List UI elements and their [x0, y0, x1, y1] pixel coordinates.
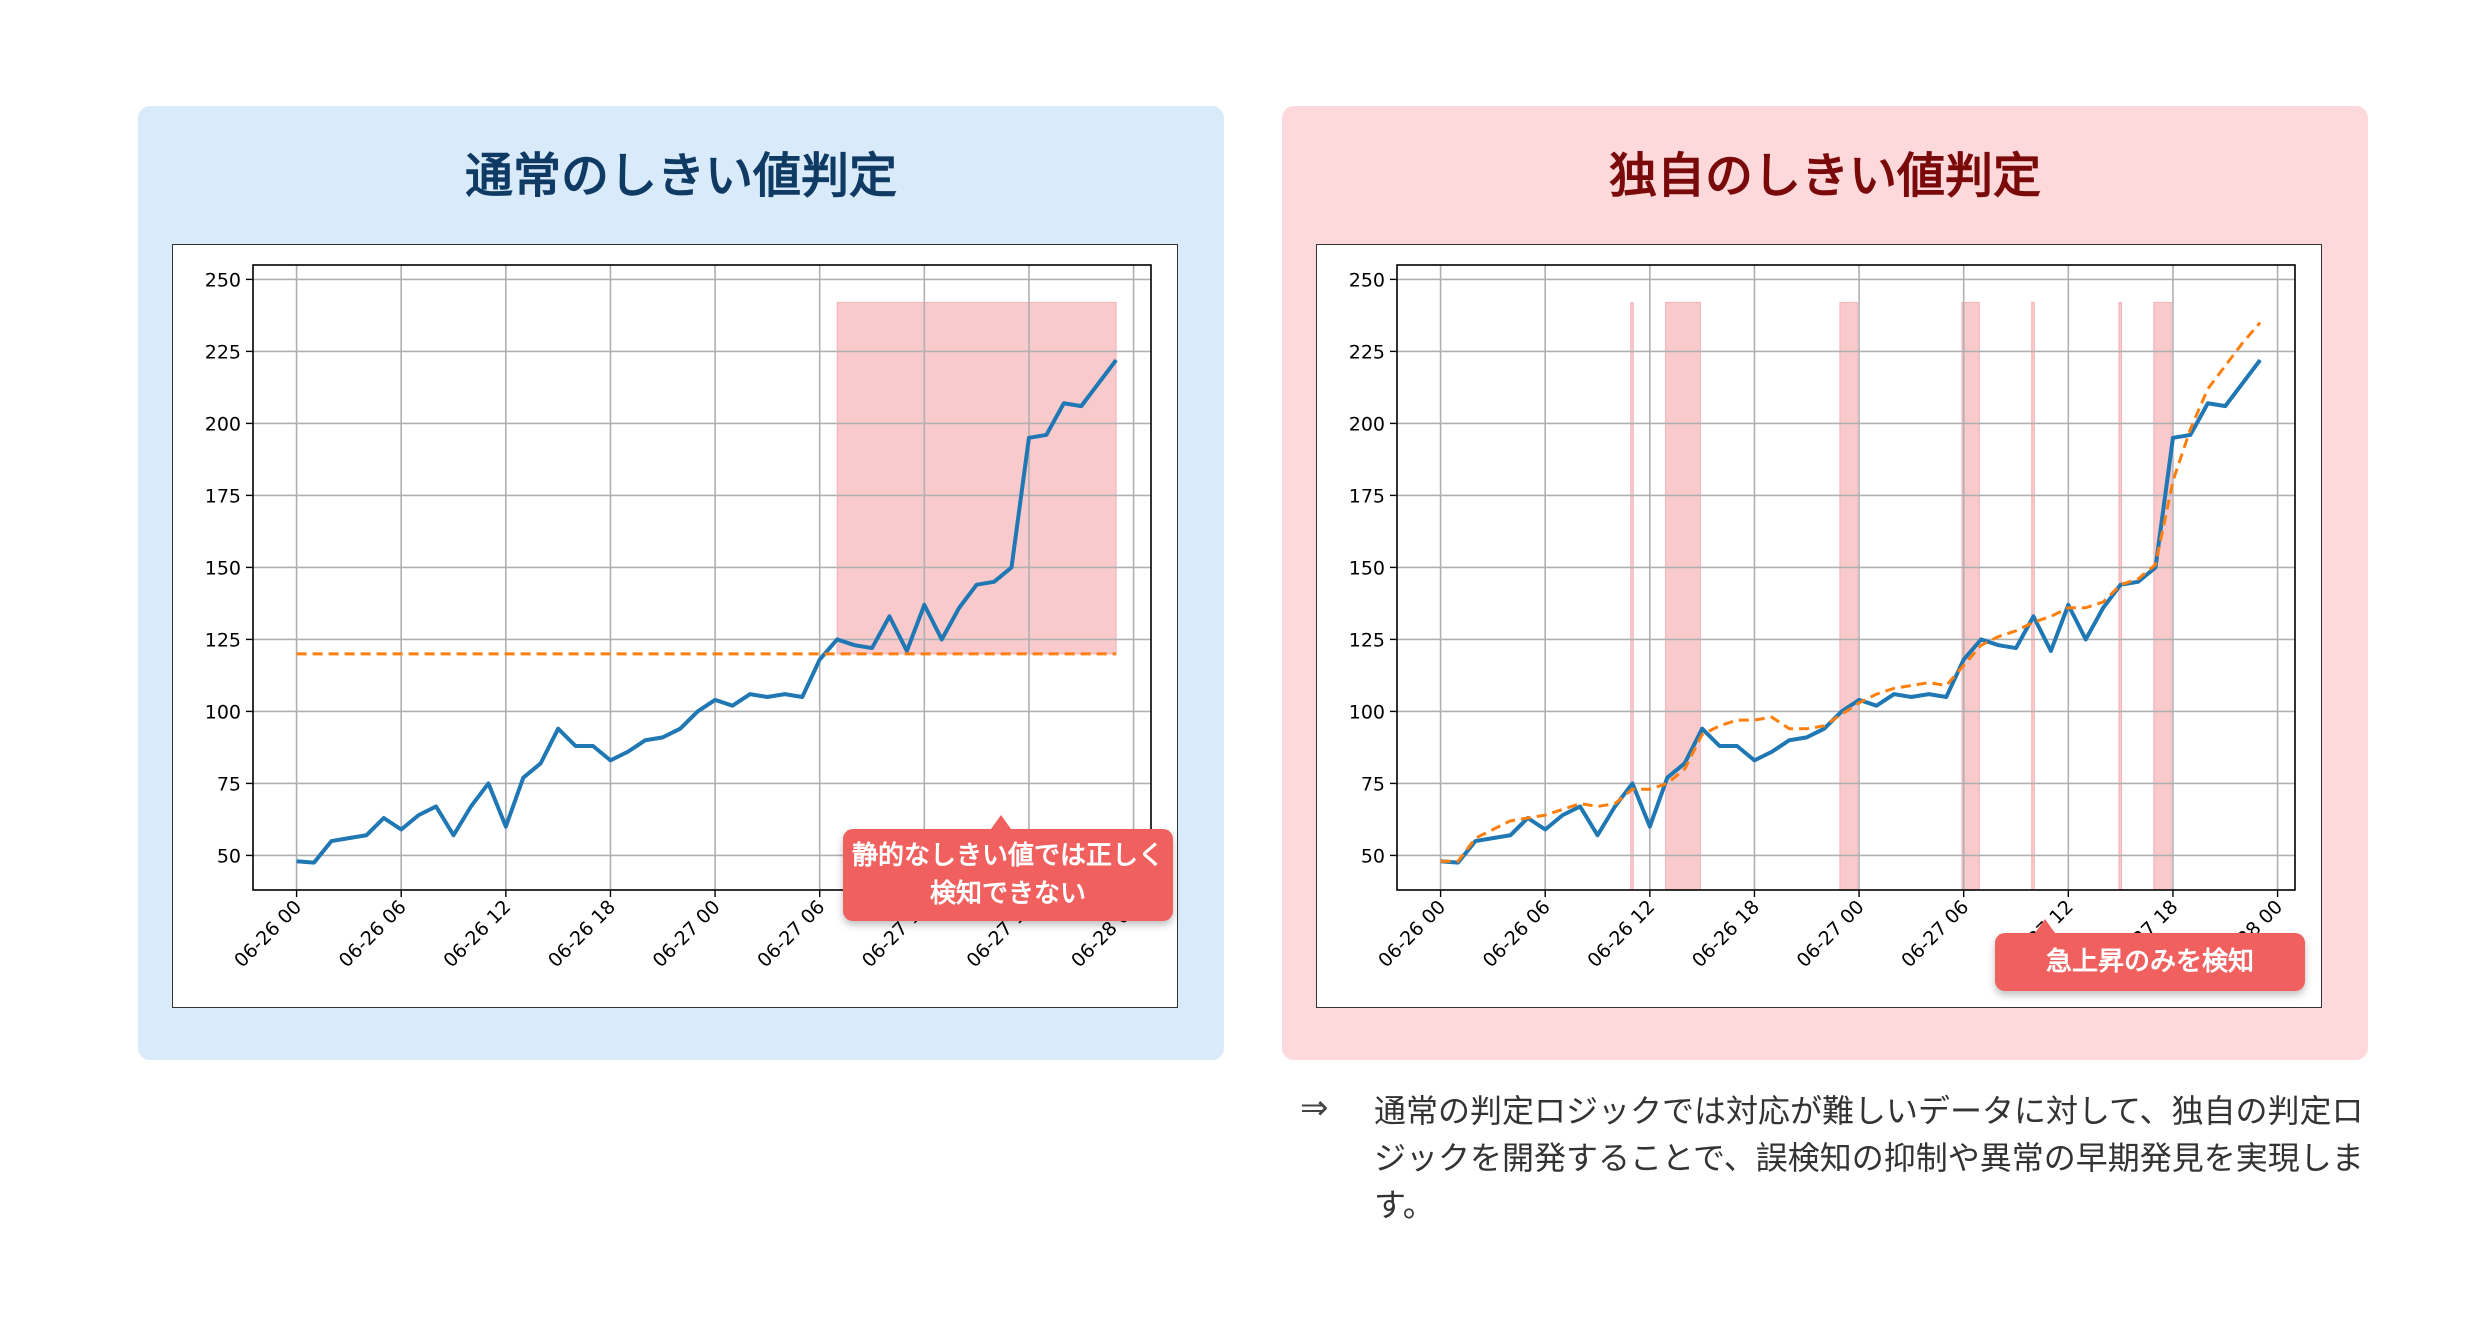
y-tick-label: 175 [205, 485, 241, 507]
highlight-span [1961, 301, 1980, 891]
x-tick-label: 06-26 00 [230, 896, 306, 972]
y-tick-label: 175 [1349, 485, 1385, 507]
x-tick-label: 06-27 00 [1793, 896, 1869, 972]
adaptive-threshold-line [1440, 321, 2262, 863]
x-tick-label: 06-27 06 [753, 896, 829, 972]
y-tick-label: 125 [205, 629, 241, 651]
panel-title: 通常のしきい値判定 [464, 148, 897, 204]
panel-custom-threshold: 独自のしきい値判定 50 75 100 125 150 175 200 225 250 06-26… [1282, 106, 2368, 1060]
x-tick-label: 06-26 12 [439, 896, 515, 972]
highlight-span [2118, 301, 2123, 891]
y-tick-label: 250 [205, 269, 241, 291]
highlight-span [2153, 301, 2172, 891]
y-tick-label: 100 [1349, 701, 1385, 723]
x-tick-label: 06-26 12 [1583, 896, 1659, 972]
series-line [296, 358, 1118, 865]
y-tick-label: 150 [1349, 557, 1385, 579]
callout-spike-detection: 急上昇のみを検知 [1995, 919, 2305, 991]
x-tick-label: 06-26 18 [1688, 896, 1764, 972]
y-tick-label: 75 [1361, 773, 1385, 795]
callout-false-detection: 静的なしきい値では正しく検知できない [843, 815, 1173, 921]
y-tick-label: 250 [1349, 269, 1385, 291]
x-tick-label: 06-26 06 [335, 896, 411, 972]
y-tick-label: 50 [217, 845, 241, 867]
y-tick-label: 50 [1361, 845, 1385, 867]
highlight-span [836, 301, 1117, 655]
x-tick-label: 06-26 00 [1374, 896, 1450, 972]
y-tick-label: 150 [205, 557, 241, 579]
arrow-right-icon: ⇒ [1300, 1088, 1329, 1128]
x-tick-label: 06-27 06 [1897, 896, 1973, 972]
x-tick-label: 06-26 18 [544, 896, 620, 972]
chart-custom: 50 75 100 125 150 175 200 225 250 06-26 00 06-26 0… [1316, 244, 2322, 1008]
highlight-span [1630, 301, 1634, 891]
plot-frame [1396, 264, 2296, 891]
conclusion-text: 通常の判定ロジックでは対応が難しいデータに対して、独自の判定ロジックを開発するこ… [1374, 1092, 2364, 1224]
y-tick-label: 225 [1349, 341, 1385, 363]
x-tick-label: 06-27 00 [649, 896, 725, 972]
y-tick-label: 100 [205, 701, 241, 723]
highlight-span [1839, 301, 1858, 891]
panel-standard-threshold: 通常のしきい値判定 50 75 100 125 150 175 200 225 250 06-26… [138, 106, 1224, 1060]
y-tick-label: 200 [1349, 413, 1385, 435]
plot-frame [252, 264, 1152, 891]
y-tick-label: 75 [217, 773, 241, 795]
y-tick-label: 225 [205, 341, 241, 363]
y-tick-label: 200 [205, 413, 241, 435]
panel-title: 独自のしきい値判定 [1608, 148, 2041, 204]
highlight-span [2031, 301, 2035, 891]
highlight-span [1665, 301, 1701, 891]
chart-standard: 50 75 100 125 150 175 200 225 250 06-26 00 06-26 0… [172, 244, 1178, 1008]
chart-svg: 50 75 100 125 150 175 200 225 250 06-26 00 06-26 0… [1349, 264, 2296, 972]
y-tick-label: 125 [1349, 629, 1385, 651]
x-tick-label: 06-26 06 [1479, 896, 1555, 972]
